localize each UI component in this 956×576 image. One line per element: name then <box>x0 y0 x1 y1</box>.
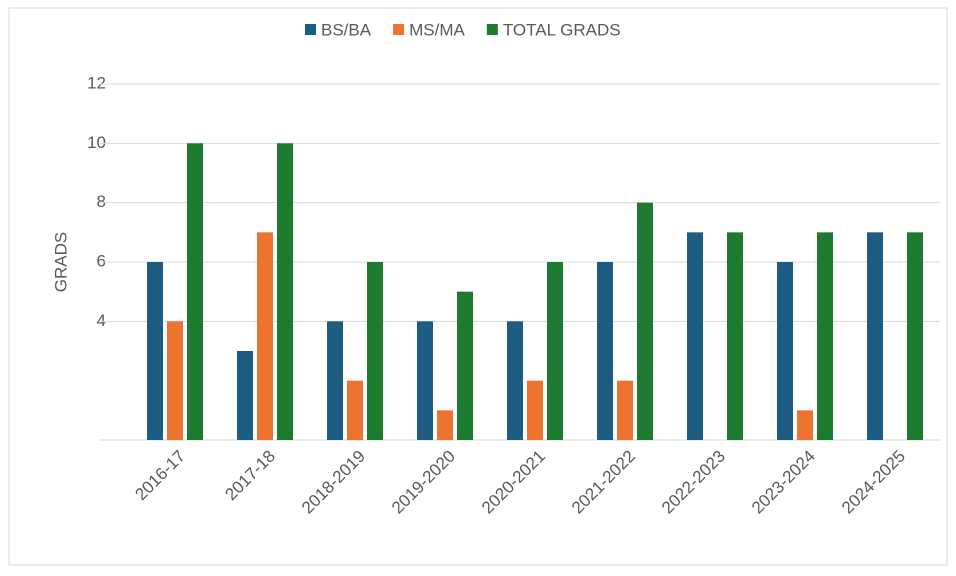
bar <box>637 202 653 440</box>
bar <box>147 262 163 440</box>
bar <box>907 232 923 440</box>
bar <box>507 321 523 440</box>
bar <box>727 232 743 440</box>
legend-label: BS/BA <box>321 20 372 39</box>
bar <box>367 262 383 440</box>
bar <box>327 321 343 440</box>
y-tick-label: 6 <box>97 251 106 270</box>
bar <box>797 410 813 440</box>
bar <box>597 262 613 440</box>
y-tick-label: 12 <box>87 73 106 92</box>
bar <box>237 351 253 440</box>
bar <box>777 262 793 440</box>
legend-label: TOTAL GRADS <box>503 20 621 39</box>
legend-swatch <box>305 24 316 35</box>
bar <box>167 321 183 440</box>
y-tick-label: 10 <box>87 133 106 152</box>
bar <box>617 380 633 440</box>
bar <box>687 232 703 440</box>
legend-swatch <box>393 24 405 35</box>
legend-label: MS/MA <box>409 20 465 39</box>
bar <box>867 232 883 440</box>
bar <box>417 321 433 440</box>
bar <box>347 380 363 440</box>
bar <box>257 232 273 440</box>
bar <box>547 262 563 440</box>
y-axis-title: GRADS <box>51 232 70 292</box>
bar <box>457 291 473 440</box>
bar <box>187 143 203 441</box>
legend-swatch <box>486 24 498 35</box>
y-tick-label: 4 <box>97 311 106 330</box>
bar <box>527 380 543 440</box>
bar <box>277 143 293 441</box>
y-tick-label: 8 <box>97 192 106 211</box>
bar <box>437 410 453 440</box>
bar <box>817 232 833 440</box>
